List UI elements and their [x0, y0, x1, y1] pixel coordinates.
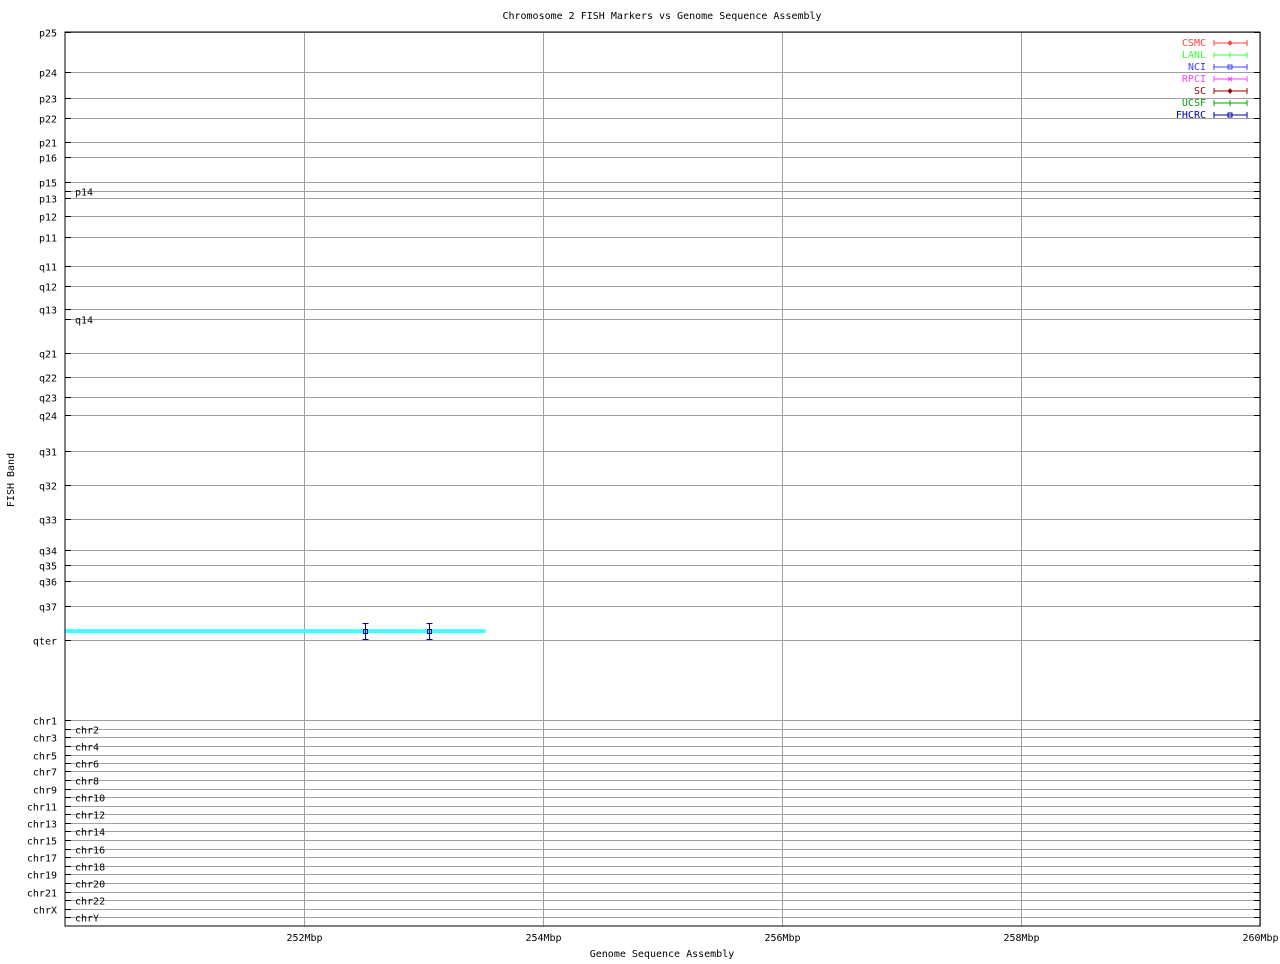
- y-tick-label: q11: [39, 263, 57, 274]
- y-tick-label: q33: [39, 516, 57, 527]
- y-tick-label: q12: [39, 283, 57, 294]
- y-axis-label: FISH Band: [6, 453, 17, 507]
- legend-label: UCSF: [1182, 98, 1206, 109]
- y-tick-label: chr14: [75, 828, 105, 839]
- legend-label: LANL: [1182, 50, 1206, 61]
- y-tick-label: q23: [39, 394, 57, 405]
- x-tick-label: 252Mbp: [286, 933, 322, 944]
- y-tick-label: chr8: [75, 777, 99, 788]
- grid: [65, 32, 1261, 926]
- legend-marker: [1227, 88, 1233, 94]
- y-tick-label: q22: [39, 374, 57, 385]
- y-tick-label: chr18: [75, 863, 105, 874]
- legend-marker: [1227, 112, 1233, 118]
- y-tick-label: chr2: [75, 726, 99, 737]
- legend-label: FHCRC: [1176, 110, 1206, 121]
- y-tick-label: chr6: [75, 760, 99, 771]
- y-tick-label: chr20: [75, 880, 105, 891]
- y-tick-label: q31: [39, 448, 57, 459]
- chart-title: Chromosome 2 FISH Markers vs Genome Sequ…: [502, 11, 821, 22]
- x-tick-label: 256Mbp: [764, 933, 800, 944]
- legend-marker: [1227, 40, 1233, 46]
- y-tick-label: chr11: [27, 803, 57, 814]
- y-tick-label: p25: [39, 29, 57, 40]
- y-tick-label: chr7: [33, 768, 57, 779]
- legend-label: RPCI: [1182, 74, 1206, 85]
- y-tick-label: p14: [75, 188, 93, 199]
- y-tick-label: chr16: [75, 846, 105, 857]
- legend-label: SC: [1194, 86, 1206, 97]
- y-tick-label: q14: [75, 316, 93, 327]
- y-tick-label: q37: [39, 603, 57, 614]
- y-tick-label: q13: [39, 306, 57, 317]
- y-tick-label: chr17: [27, 854, 57, 865]
- y-tick-label: p22: [39, 115, 57, 126]
- y-tick-label: chr19: [27, 871, 57, 882]
- legend-label: CSMC: [1182, 38, 1206, 49]
- y-tick-label: chr1: [33, 717, 57, 728]
- y-tick-label: chr5: [33, 752, 57, 763]
- y-tick-label: q34: [39, 547, 57, 558]
- legend-marker: [1227, 64, 1233, 70]
- y-tick-label: q36: [39, 578, 57, 589]
- data-marks: [65, 623, 486, 640]
- y-tick-label: p13: [39, 195, 57, 206]
- y-tick-label: chr15: [27, 837, 57, 848]
- y-tick-label: q32: [39, 482, 57, 493]
- x-tick-label: 258Mbp: [1003, 933, 1039, 944]
- legend-marker: [1227, 76, 1233, 82]
- y-tick-label: p23: [39, 95, 57, 106]
- y-tick-label: chrY: [75, 914, 99, 925]
- y-tick-label: p11: [39, 234, 57, 245]
- x-tick-label: 254Mbp: [525, 933, 561, 944]
- y-tick-label: chr10: [75, 794, 105, 805]
- plot-frame: [64, 31, 1261, 927]
- y-tick-label: q35: [39, 562, 57, 573]
- y-tick-label: p15: [39, 179, 57, 190]
- y-tick-label: p16: [39, 154, 57, 165]
- y-tick-label: chr9: [33, 786, 57, 797]
- y-tick-label: chr21: [27, 889, 57, 900]
- data-point: [427, 629, 432, 634]
- y-tick-label: p24: [39, 69, 57, 80]
- y-tick-label: p12: [39, 213, 57, 224]
- x-axis-label: Genome Sequence Assembly: [590, 949, 735, 960]
- y-tick-label: chr12: [75, 811, 105, 822]
- x-ticks: 252Mbp 254Mbp 256Mbp 258Mbp 260Mbp: [286, 933, 1278, 944]
- y-ticks: p25 p24 p23 p22 p21 p16 p15 p14 p13 p12 p11 q11 q12 q…: [27, 29, 1260, 925]
- x-tick-label: 260Mbp: [1242, 933, 1278, 944]
- y-tick-label: chrX: [33, 906, 57, 917]
- y-tick-label: p21: [39, 139, 57, 150]
- y-tick-label: chr4: [75, 743, 99, 754]
- y-tick-label: q24: [39, 412, 57, 423]
- legend-label: NCI: [1188, 62, 1206, 73]
- y-tick-label: chr22: [75, 897, 105, 908]
- data-point: [363, 629, 368, 634]
- y-tick-label: chr13: [27, 820, 57, 831]
- y-tick-label: qter: [33, 637, 57, 648]
- y-tick-label: chr3: [33, 734, 57, 745]
- y-tick-label: q21: [39, 350, 57, 361]
